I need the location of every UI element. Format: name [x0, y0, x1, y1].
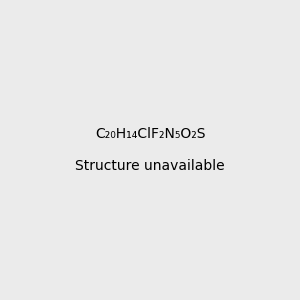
- Text: C₂₀H₁₄ClF₂N₅O₂S

Structure unavailable: C₂₀H₁₄ClF₂N₅O₂S Structure unavailable: [75, 127, 225, 173]
